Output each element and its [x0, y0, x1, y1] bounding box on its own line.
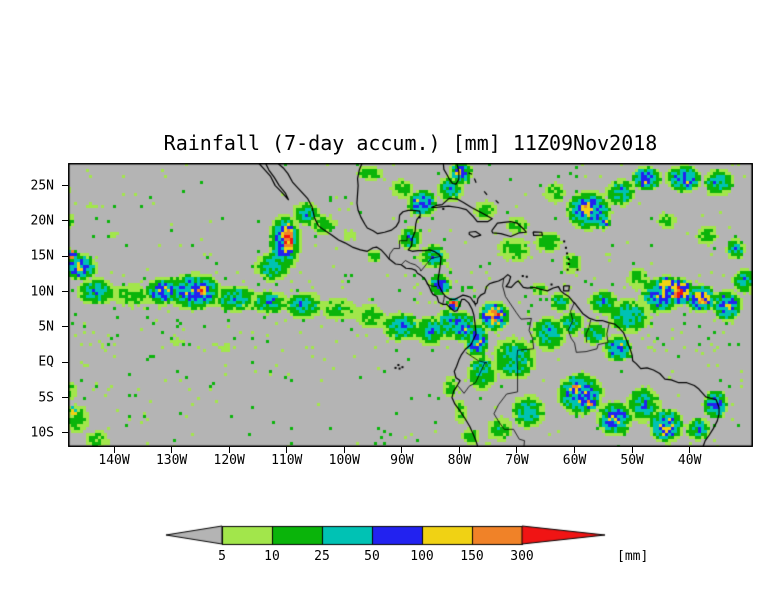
x-tick-label: 60W — [562, 453, 587, 468]
x-tick — [228, 447, 230, 453]
y-tick — [62, 326, 68, 328]
x-tick-label: 140W — [98, 453, 130, 468]
y-tick — [62, 185, 68, 187]
y-tick-label: 5N — [38, 319, 54, 335]
x-tick — [113, 447, 115, 453]
x-tick — [401, 447, 403, 453]
x-tick — [286, 447, 288, 453]
y-tick-label: 10S — [30, 425, 54, 441]
colorbar-tick-label: 100 — [410, 549, 434, 564]
x-tick-label: 80W — [447, 453, 472, 468]
x-tick-label: 40W — [677, 453, 702, 468]
y-tick — [62, 432, 68, 434]
x-tick — [631, 447, 633, 453]
y-tick — [62, 397, 68, 399]
y-tick-label: 10N — [30, 284, 54, 300]
x-tick-label: 50W — [620, 453, 644, 468]
x-tick-label: 130W — [155, 453, 188, 468]
x-tick — [516, 447, 518, 453]
colorbar-tick-label: 50 — [364, 549, 380, 564]
x-tick — [343, 447, 345, 453]
x-tick — [171, 447, 173, 453]
x-tick-label: 110W — [271, 453, 303, 468]
x-tick — [458, 447, 460, 453]
y-tick-label: 20N — [30, 213, 54, 229]
y-tick-label: 25N — [30, 178, 54, 194]
colorbar-tick-label: 25 — [314, 549, 330, 564]
x-tick — [574, 447, 576, 453]
x-tick-label: 120W — [213, 453, 245, 468]
colorbar-tick-label: 150 — [460, 549, 484, 564]
y-tick-label: 15N — [30, 248, 54, 264]
colorbar-canvas — [150, 524, 620, 550]
y-tick — [62, 220, 68, 222]
colorbar-tick-label: 5 — [218, 549, 226, 564]
x-tick — [689, 447, 691, 453]
y-tick — [62, 361, 68, 363]
colorbar-tick-label: 10 — [264, 549, 280, 564]
x-tick-label: 70W — [505, 453, 529, 468]
y-tick — [62, 291, 68, 293]
y-tick-label: 5S — [38, 390, 54, 406]
colorbar-units-label: [mm] — [617, 549, 649, 564]
x-tick-label: 100W — [328, 453, 360, 468]
y-tick — [62, 255, 68, 257]
y-tick-label: EQ — [38, 354, 54, 370]
x-tick-label: 90W — [390, 453, 414, 468]
colorbar-tick-label: 300 — [510, 549, 534, 564]
rainfall-map-canvas — [68, 163, 753, 447]
chart-title: Rainfall (7-day accum.) [mm] 11Z09Nov201… — [163, 131, 658, 155]
